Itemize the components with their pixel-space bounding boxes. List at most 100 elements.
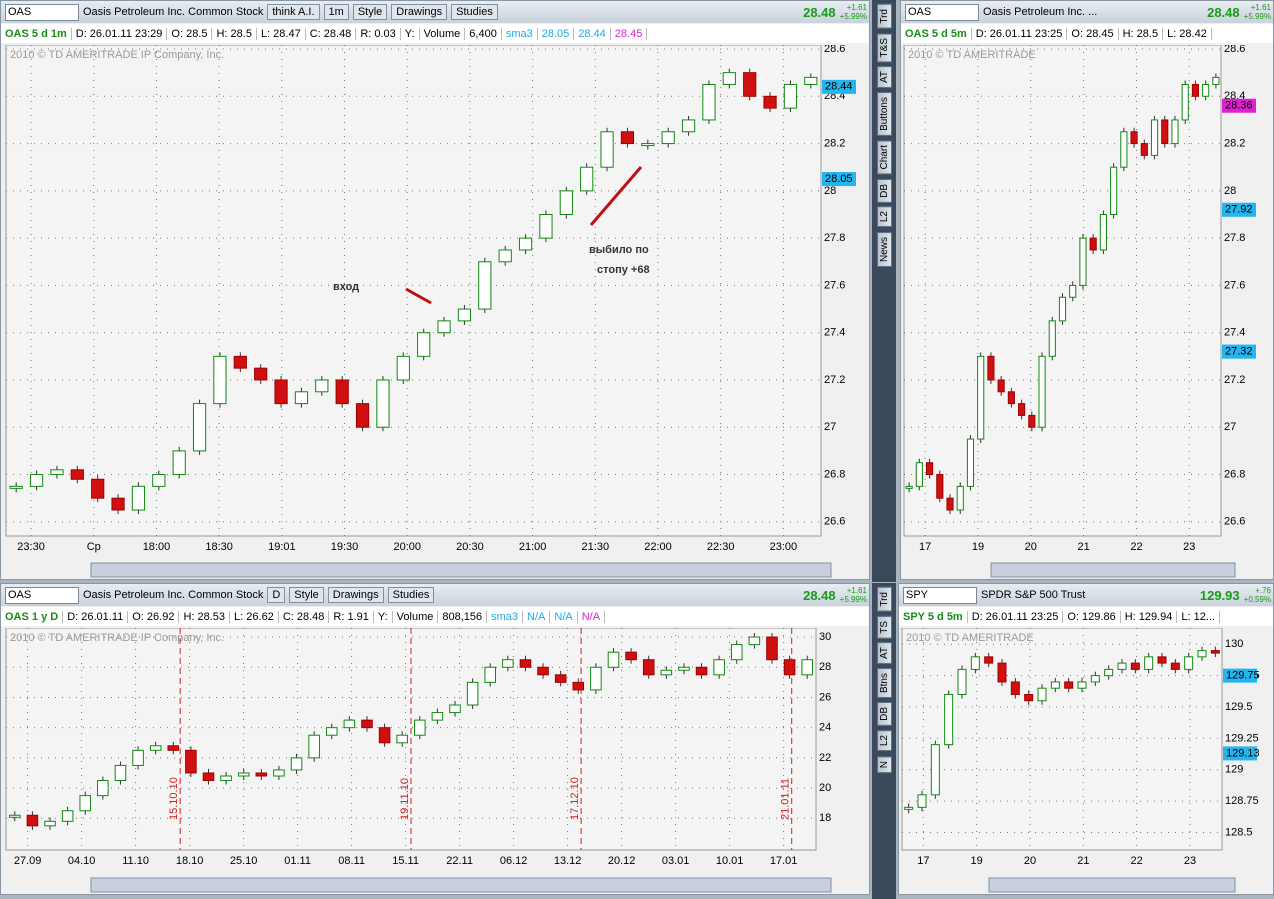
candle	[600, 131, 614, 168]
candle	[1117, 662, 1127, 670]
side-tab[interactable]: DB	[876, 702, 892, 727]
y-tick-label: 27.6	[1224, 279, 1245, 291]
toolbar-button[interactable]: Drawings	[391, 4, 448, 20]
side-tab[interactable]: DB	[876, 178, 892, 203]
y-tick-label: 28.6	[824, 45, 845, 55]
y-tick-label: 27.8	[824, 232, 845, 244]
x-tick-label: 21	[1078, 541, 1090, 553]
y-tick-label: 28.2	[824, 137, 845, 149]
info-field: C: 28.48	[306, 27, 357, 40]
price-badge	[1223, 746, 1257, 761]
company-name: SPDR S&P 500 Trust	[981, 589, 1086, 601]
side-tab[interactable]: Buttons	[876, 92, 892, 137]
toolbar-button[interactable]: 1m	[323, 4, 349, 20]
side-tab[interactable]: Chart	[876, 140, 892, 175]
candle	[213, 355, 227, 405]
x-tick-label: 18.10	[176, 855, 204, 867]
copyright: 2010 © TD AMERITRADE IP Company, Inc.	[10, 49, 224, 61]
price-badge-label: 129.75	[1226, 670, 1260, 682]
scrollbar[interactable]	[990, 562, 1236, 578]
y-tick-label: 129.5	[1225, 701, 1253, 713]
toolbar-button[interactable]: Style	[352, 4, 388, 20]
plot-area	[5, 45, 822, 537]
symbol-input[interactable]: OAS	[905, 3, 979, 21]
y-tick-label: 130	[1225, 638, 1243, 650]
side-tab[interactable]: Trd	[876, 587, 892, 612]
toolbar-button[interactable]: Studies	[387, 587, 435, 603]
x-tick-label: 19	[971, 855, 983, 867]
side-tab[interactable]: Trd	[876, 4, 892, 29]
last-price: 28.48	[803, 587, 836, 603]
candle	[904, 806, 914, 810]
x-tick-label: 27.09	[14, 855, 42, 867]
candle	[783, 83, 798, 109]
candle	[1202, 83, 1210, 97]
x-tick-label: 22.11	[446, 855, 473, 867]
candle	[97, 780, 109, 797]
side-tab[interactable]: N	[876, 755, 892, 773]
y-tick-label: 27.2	[824, 374, 845, 386]
info-field: OAS 5 d 1m	[1, 27, 72, 40]
symbol-input[interactable]: SPY	[903, 586, 977, 604]
panel-header: SPY SPDR S&P 500 Trust 129.93 +.76 +0.59%	[899, 584, 1273, 606]
candle	[457, 308, 472, 322]
x-tick-label: 01.11	[284, 855, 311, 867]
candle	[801, 659, 813, 676]
info-bar: OAS 5 d 1m D: 26.01.11 23:29 O: 28.5 H: 28.…	[1, 24, 869, 43]
candle	[315, 379, 329, 393]
info-field: N/A	[523, 610, 551, 623]
candle	[111, 497, 125, 511]
candle	[1110, 166, 1118, 215]
symbol-input[interactable]: OAS	[5, 3, 79, 21]
symbol-input[interactable]: OAS	[5, 586, 79, 604]
x-tick-label: 04.10	[68, 855, 96, 867]
candle	[554, 674, 567, 683]
candle	[678, 666, 690, 671]
info-bar: OAS 5 d 5m D: 26.01.11 23:25 O: 28.45 H: 28…	[901, 24, 1273, 43]
info-field: H: 28.53	[179, 610, 231, 623]
scrollbar[interactable]	[988, 877, 1236, 893]
info-field: SPY 5 d 5m	[899, 610, 968, 623]
x-tick-label: 25.10	[230, 855, 258, 867]
toolbar-button[interactable]: Style	[289, 587, 324, 603]
candle	[661, 131, 675, 145]
toolbar-button[interactable]: Studies	[451, 4, 498, 20]
candle	[620, 131, 635, 145]
candle	[905, 485, 913, 489]
x-tick-label: 20:30	[456, 541, 484, 553]
info-field: 28.05	[538, 27, 575, 40]
side-tab[interactable]: L2	[876, 730, 892, 752]
candle	[580, 166, 594, 192]
sidebar-top: Trd T&S AT Buttons Chart DB L2 News	[872, 0, 896, 582]
candle	[915, 462, 923, 487]
scrollbar[interactable]	[90, 877, 832, 893]
info-field: O: 28.5	[167, 27, 213, 40]
side-tab[interactable]: L2	[876, 206, 892, 228]
change-value: +1.61	[846, 3, 867, 12]
toolbar-button[interactable]: D	[267, 587, 286, 603]
candle	[114, 764, 127, 782]
candle	[681, 119, 696, 133]
side-tab[interactable]: AT	[876, 642, 892, 665]
y-tick-label: 28	[819, 661, 831, 673]
scrollbar[interactable]	[90, 562, 832, 578]
candle	[1104, 668, 1114, 677]
side-tab[interactable]: Btns	[876, 668, 892, 699]
candle	[478, 261, 492, 310]
toolbar-button[interactable]: think A.I.	[267, 4, 320, 20]
side-tab[interactable]: T&S	[876, 32, 892, 63]
candle	[274, 379, 288, 405]
side-tab[interactable]: News	[876, 231, 892, 267]
toolbar-button[interactable]: Drawings	[327, 587, 384, 603]
candle	[343, 719, 356, 729]
candle	[1212, 76, 1220, 85]
candle	[1024, 693, 1034, 702]
side-tab[interactable]: AT	[876, 66, 892, 89]
candle	[702, 83, 716, 121]
side-tab[interactable]: TS	[876, 615, 892, 639]
candle	[431, 712, 444, 721]
candle	[172, 450, 186, 476]
candle	[498, 249, 512, 263]
candle	[695, 666, 708, 676]
candle	[1130, 662, 1140, 670]
